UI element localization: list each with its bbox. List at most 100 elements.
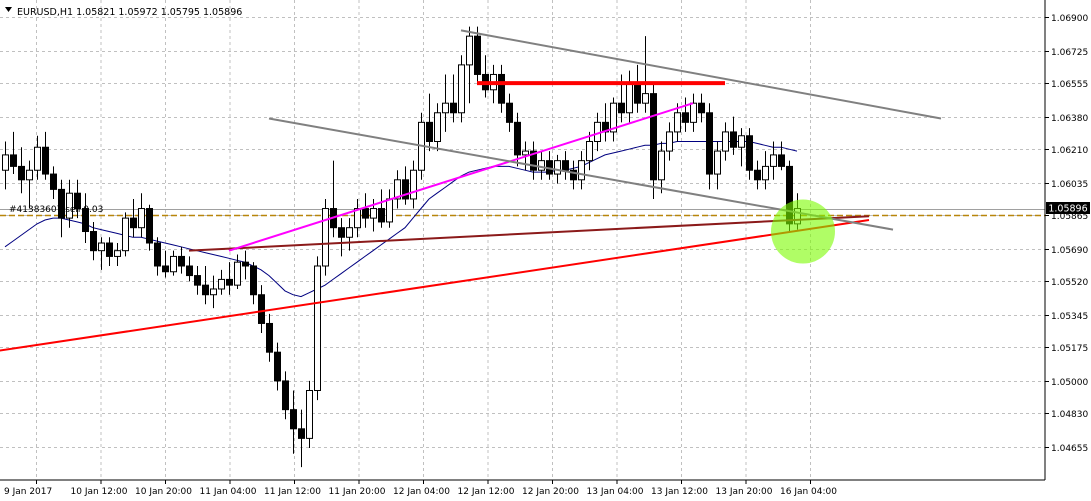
candle	[98, 237, 105, 270]
moving-average-layer	[4, 141, 798, 298]
trendline	[228, 102, 694, 252]
candle-body-down	[90, 231, 97, 252]
price-tick-label: 1.04655	[1051, 444, 1088, 454]
candle-body-up	[2, 154, 9, 171]
candle-body-down	[226, 278, 233, 286]
candle	[290, 390, 297, 454]
candle	[730, 116, 737, 155]
candle-body-down	[506, 102, 513, 123]
candle	[74, 179, 81, 219]
candle-body-up	[722, 131, 729, 152]
candle-body-up	[314, 265, 321, 391]
candle	[706, 103, 713, 190]
drawing-overlay-layer	[0, 29, 942, 352]
candle-body-down	[258, 294, 265, 324]
candle	[90, 221, 97, 261]
candle	[698, 93, 705, 123]
candle-body-down	[514, 121, 521, 156]
candle-body-down	[698, 102, 705, 114]
candle-body-up	[26, 169, 33, 181]
candle	[130, 198, 137, 238]
candle	[362, 193, 369, 228]
candle	[346, 218, 353, 251]
price-tick-label: 1.06555	[1051, 80, 1088, 90]
time-tick-label: 9 Jan 2017	[4, 487, 52, 497]
candle	[258, 285, 265, 334]
candle	[466, 26, 473, 104]
candle	[122, 212, 129, 257]
candle-body-down	[706, 112, 713, 175]
candle	[674, 103, 681, 142]
candle	[162, 250, 169, 278]
candle	[202, 265, 209, 305]
candle-body-down	[530, 150, 537, 171]
candle-body-down	[282, 380, 289, 411]
collapse-arrow-icon[interactable]	[5, 7, 12, 12]
price-axis-panel[interactable]	[1045, 0, 1091, 480]
price-tick-label: 1.06380	[1051, 114, 1088, 124]
candle-body-down	[562, 160, 569, 171]
candle-body-up	[410, 169, 417, 200]
candle-body-down	[450, 102, 457, 114]
candle	[682, 97, 689, 132]
current-price-tag: 1.05896	[1046, 202, 1090, 215]
candle-body-down	[618, 102, 625, 114]
price-tick-label: 1.05000	[1051, 378, 1088, 388]
symbol-info-label: EURUSD,H1 1.05821 1.05972 1.05795 1.0589…	[17, 7, 242, 18]
candle	[338, 218, 345, 257]
candle	[394, 170, 401, 209]
candle-body-down	[746, 135, 753, 171]
candle-body-up	[458, 64, 465, 114]
candle	[2, 141, 9, 190]
candle-body-down	[634, 83, 641, 104]
candle	[402, 166, 409, 205]
candle	[666, 122, 673, 161]
candle-body-down	[50, 173, 57, 190]
candle	[34, 135, 41, 180]
price-tick-label: 1.05690	[1051, 246, 1088, 256]
candle-body-down	[178, 255, 185, 267]
candle	[434, 103, 441, 152]
time-axis-labels: 9 Jan 2017 10 Jan 12:00 10 Jan 20:00 11 Jan…	[4, 480, 837, 497]
candle-body-up	[354, 208, 361, 229]
candle-body-up	[394, 179, 401, 200]
time-tick-label: 13 Jan 20:00	[716, 487, 773, 497]
candle-body-down	[242, 261, 249, 267]
candle	[378, 189, 385, 228]
current-price-tag-box	[1046, 202, 1090, 214]
price-tick-label: 1.06210	[1051, 146, 1088, 156]
candle	[426, 93, 433, 152]
candle	[770, 141, 777, 180]
candle	[642, 36, 649, 113]
time-tick-label: 12 Jan 20:00	[522, 487, 579, 497]
candle-body-down	[378, 208, 385, 223]
time-tick-label: 12 Jan 04:00	[393, 487, 450, 497]
candle	[458, 55, 465, 123]
price-tick-label: 1.05345	[1051, 312, 1088, 322]
drawing-layer	[0, 209, 1045, 217]
candle-body-up	[138, 208, 145, 229]
candle-body-down	[682, 112, 689, 123]
time-tick-label: 10 Jan 20:00	[135, 487, 192, 497]
candle	[754, 160, 761, 190]
candle-body-up	[666, 131, 673, 152]
candle-body-down	[266, 322, 273, 353]
candle-body-down	[162, 265, 169, 273]
candle	[314, 256, 321, 401]
grid-layer	[0, 0, 1045, 480]
candle	[178, 246, 185, 274]
candle-body-up	[538, 160, 545, 171]
order-label[interactable]: #41383607 sell 0.03	[9, 205, 103, 215]
candle-body-up	[674, 112, 681, 133]
candle	[66, 179, 73, 228]
candle	[226, 262, 233, 295]
candle	[10, 131, 17, 175]
price-tick-label: 1.06725	[1051, 48, 1088, 58]
candle	[506, 93, 513, 132]
candle-body-up	[770, 154, 777, 167]
candle	[138, 193, 145, 238]
candle-body-up	[234, 261, 241, 286]
candle-body-down	[250, 265, 257, 296]
